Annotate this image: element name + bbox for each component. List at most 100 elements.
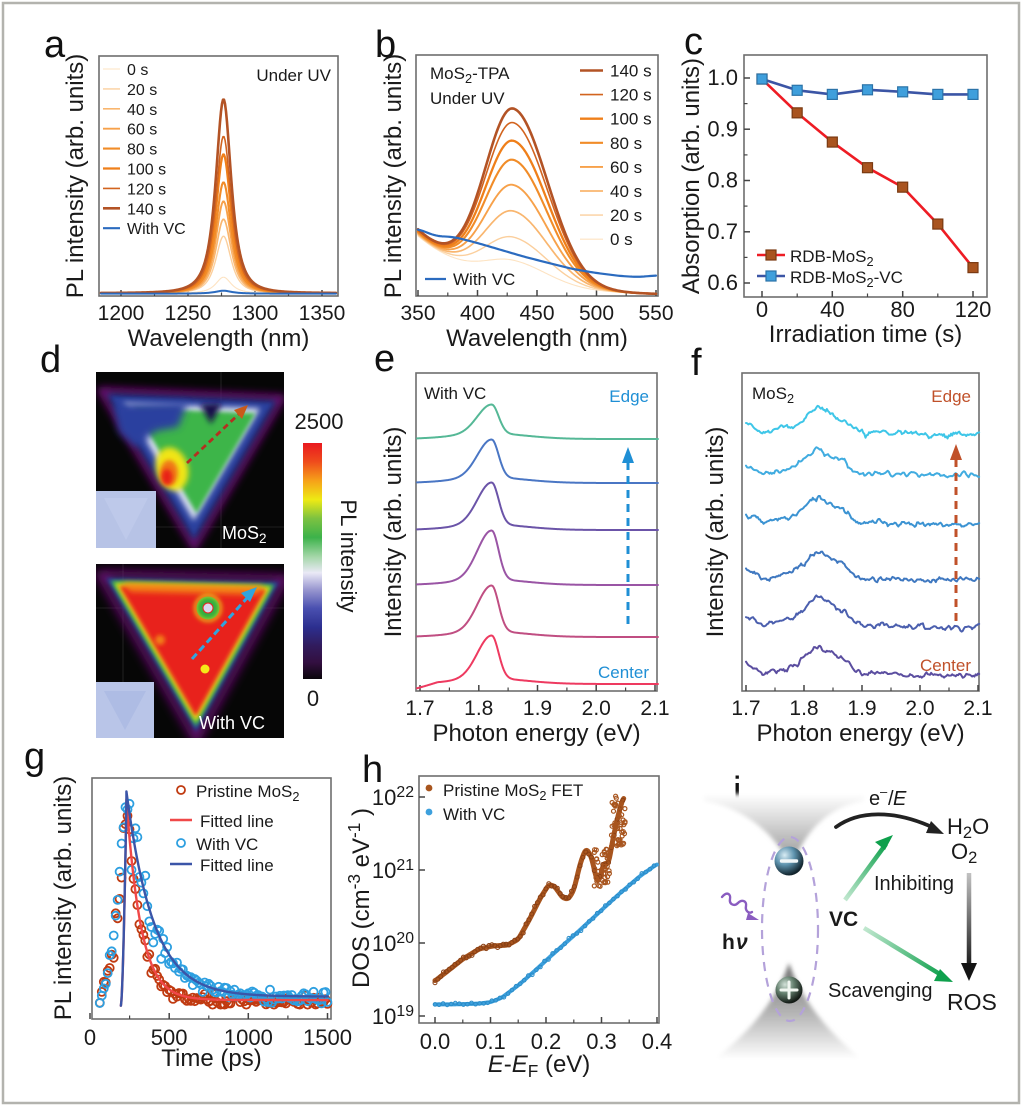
svg-text:500: 500 — [579, 302, 614, 325]
svg-text:2.0: 2.0 — [905, 697, 934, 720]
svg-text:80: 80 — [890, 297, 914, 322]
svg-text:PL intensity (arb. units): PL intensity (arb. units) — [380, 54, 407, 299]
svg-text:500: 500 — [151, 1025, 188, 1050]
svg-text:PL intensity: PL intensity — [336, 500, 361, 613]
svg-text:0.6: 0.6 — [707, 270, 738, 295]
svg-text:f: f — [691, 342, 702, 384]
svg-text:40: 40 — [820, 297, 844, 322]
svg-text:Under UV: Under UV — [430, 89, 505, 108]
svg-text:Irradiation time (s): Irradiation time (s) — [769, 321, 962, 348]
svg-text:0.2: 0.2 — [531, 1029, 562, 1054]
svg-text:With VC: With VC — [424, 384, 486, 403]
svg-text:PL intensity (arb. units): PL intensity (arb. units) — [62, 54, 89, 299]
svg-text:With VC: With VC — [199, 713, 265, 733]
svg-text:e: e — [869, 788, 880, 810]
svg-text:–: – — [880, 784, 888, 799]
svg-text:MoS2-TPA: MoS2-TPA — [430, 64, 510, 86]
svg-text:400: 400 — [460, 302, 495, 325]
svg-text:a: a — [44, 24, 66, 66]
svg-text:E: E — [893, 788, 907, 810]
svg-text:ROS: ROS — [947, 989, 997, 1015]
svg-text:MoS2: MoS2 — [222, 523, 267, 546]
svg-text:Intensity (arb. units): Intensity (arb. units) — [702, 427, 729, 638]
svg-text:i: i — [733, 770, 741, 812]
svg-text:60 s: 60 s — [127, 122, 157, 139]
svg-text:1.9: 1.9 — [847, 697, 876, 720]
svg-text:RDB-MoS2-VC: RDB-MoS2-VC — [790, 268, 903, 290]
svg-text:120: 120 — [955, 297, 992, 322]
svg-text:40 s: 40 s — [127, 102, 157, 119]
svg-text:h: h — [362, 749, 383, 791]
svg-text:With VC: With VC — [196, 835, 258, 854]
svg-text:Center: Center — [920, 656, 971, 675]
svg-text:With VC: With VC — [443, 805, 505, 824]
svg-text:1.7: 1.7 — [405, 697, 434, 720]
svg-text:2.1: 2.1 — [640, 697, 669, 720]
svg-text:Photon energy (eV): Photon energy (eV) — [756, 720, 964, 747]
svg-text:350: 350 — [400, 302, 435, 325]
svg-text:Photon energy (eV): Photon energy (eV) — [432, 720, 640, 747]
svg-text:Time (ps): Time (ps) — [161, 1045, 261, 1072]
svg-text:Edge: Edge — [609, 387, 649, 406]
svg-text:0.7: 0.7 — [707, 219, 738, 244]
svg-text:80 s: 80 s — [610, 134, 642, 153]
svg-text:1000: 1000 — [224, 1025, 273, 1050]
svg-text:1.7: 1.7 — [731, 697, 760, 720]
svg-text:d: d — [40, 339, 61, 381]
svg-text:120 s: 120 s — [127, 181, 166, 198]
svg-text:1350: 1350 — [299, 302, 346, 325]
svg-text:With VC: With VC — [127, 221, 186, 238]
svg-text:1500: 1500 — [303, 1025, 352, 1050]
svg-text:Pristine MoS2 FET: Pristine MoS2 FET — [443, 781, 583, 803]
svg-text:0: 0 — [307, 686, 319, 711]
svg-text:RDB-MoS2: RDB-MoS2 — [790, 247, 874, 269]
svg-text:0 s: 0 s — [127, 62, 148, 79]
svg-text:Absorption (arb. units): Absorption (arb. units) — [678, 58, 705, 294]
svg-text:Inhibiting: Inhibiting — [874, 873, 954, 895]
svg-text:120 s: 120 s — [610, 86, 652, 105]
svg-text:1.8: 1.8 — [464, 697, 493, 720]
svg-text:20 s: 20 s — [610, 206, 642, 225]
svg-text:b: b — [375, 24, 396, 66]
svg-text:2500: 2500 — [295, 409, 344, 434]
svg-text:/: / — [888, 788, 894, 810]
svg-text:20 s: 20 s — [127, 82, 157, 99]
svg-text:40 s: 40 s — [610, 182, 642, 201]
svg-text:1.8: 1.8 — [789, 697, 818, 720]
svg-text:2.0: 2.0 — [582, 697, 611, 720]
svg-text:VC: VC — [829, 908, 858, 931]
svg-text:h: h — [722, 931, 735, 954]
svg-text:2.1: 2.1 — [963, 697, 992, 720]
svg-text:60 s: 60 s — [610, 158, 642, 177]
svg-text:0.3: 0.3 — [586, 1029, 617, 1054]
svg-text:450: 450 — [519, 302, 554, 325]
svg-text:1300: 1300 — [232, 302, 279, 325]
svg-text:1250: 1250 — [165, 302, 212, 325]
svg-text:MoS2: MoS2 — [752, 384, 794, 406]
svg-text:Center: Center — [598, 663, 649, 682]
svg-text:1200: 1200 — [98, 302, 145, 325]
svg-text:0: 0 — [756, 297, 768, 322]
svg-text:PL intensity (arb. units): PL intensity (arb. units) — [50, 776, 77, 1021]
svg-text:140 s: 140 s — [127, 201, 166, 218]
svg-text:100 s: 100 s — [610, 110, 652, 129]
svg-text:550: 550 — [638, 302, 673, 325]
svg-text:With VC: With VC — [453, 270, 515, 289]
svg-text:e: e — [374, 338, 395, 380]
svg-text:Fitted line: Fitted line — [200, 856, 274, 875]
svg-text:0.4: 0.4 — [642, 1029, 673, 1054]
svg-text:Scavenging: Scavenging — [828, 980, 933, 1002]
svg-text:E-EF (eV): E-EF (eV) — [488, 1051, 591, 1081]
svg-text:1.9: 1.9 — [523, 697, 552, 720]
svg-text:140 s: 140 s — [610, 62, 652, 81]
svg-text:Under UV: Under UV — [256, 66, 331, 85]
svg-text:Fitted line: Fitted line — [200, 812, 274, 831]
svg-text:Edge: Edge — [931, 387, 971, 406]
svg-text:100 s: 100 s — [127, 162, 166, 179]
svg-text:80 s: 80 s — [127, 142, 157, 159]
svg-text:Wavelength (nm): Wavelength (nm) — [128, 325, 310, 352]
svg-text:Intensity (arb. units): Intensity (arb. units) — [380, 427, 407, 638]
svg-text:0.0: 0.0 — [420, 1029, 451, 1054]
svg-text:0: 0 — [84, 1025, 96, 1050]
svg-text:ν: ν — [736, 931, 748, 954]
